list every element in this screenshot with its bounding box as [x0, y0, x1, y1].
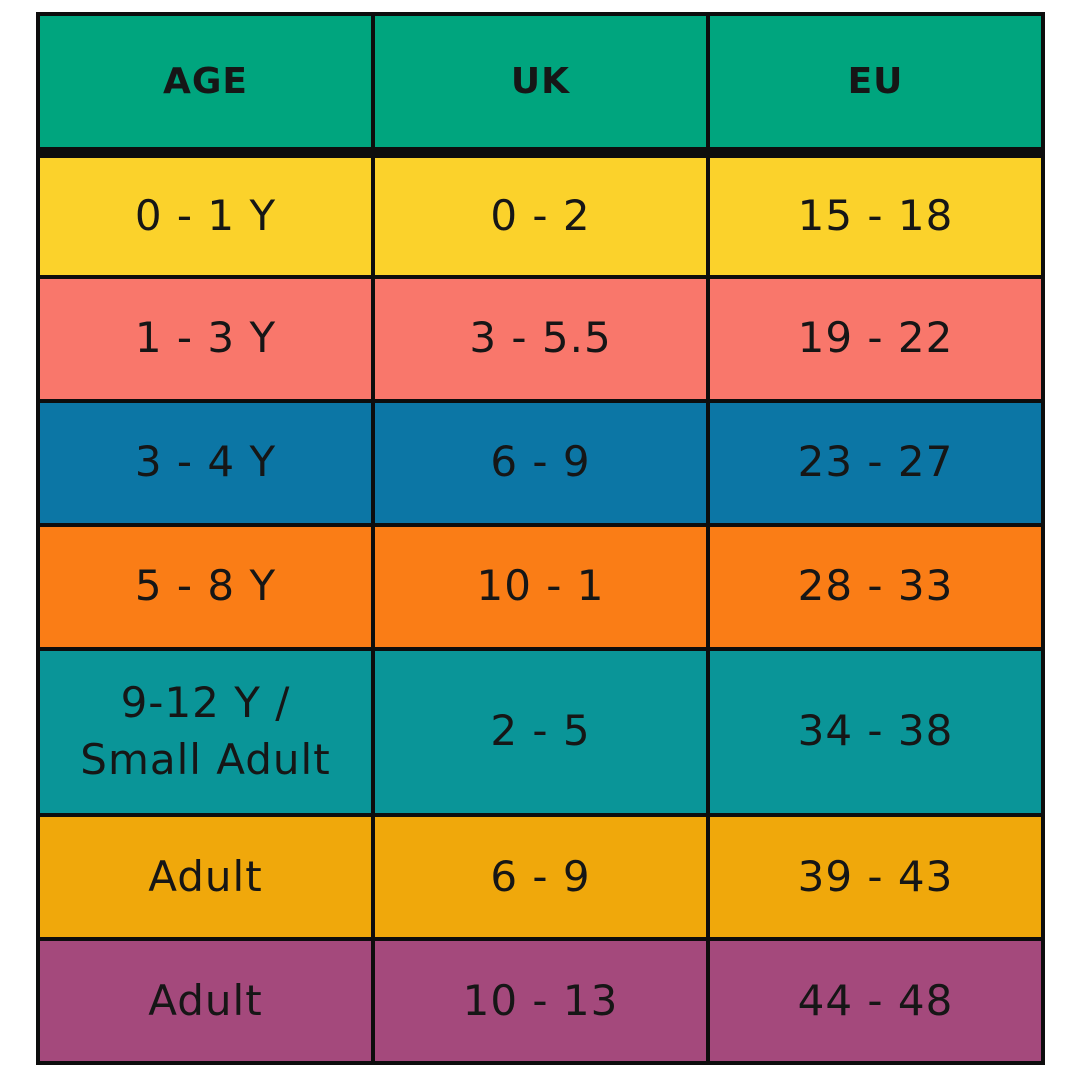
uk-size-cell: 0 - 2	[371, 150, 710, 279]
uk-size-cell: 10 - 13	[371, 936, 710, 1066]
eu-size-cell: 28 - 33	[706, 522, 1045, 651]
eu-size-cell: 39 - 43	[706, 812, 1045, 941]
uk-size-cell: 10 - 1	[371, 522, 710, 651]
table-row: 0 - 1 Y 0 - 2 15 - 18	[36, 150, 1045, 279]
eu-size-cell: 23 - 27	[706, 398, 1045, 527]
age-cell: Adult	[36, 936, 375, 1066]
table-row: 5 - 8 Y 10 - 1 28 - 33	[36, 522, 1045, 651]
uk-size-cell: 6 - 9	[371, 812, 710, 941]
eu-size-cell: 15 - 18	[706, 150, 1045, 279]
age-cell: 9-12 Y / Small Adult	[36, 646, 375, 817]
table-row: Adult 6 - 9 39 - 43	[36, 812, 1045, 941]
eu-size-cell: 44 - 48	[706, 936, 1045, 1066]
age-cell: 3 - 4 Y	[36, 398, 375, 527]
table-row: 3 - 4 Y 6 - 9 23 - 27	[36, 398, 1045, 527]
eu-size-cell: 19 - 22	[706, 274, 1045, 403]
table-row: 9-12 Y / Small Adult 2 - 5 34 - 38	[36, 646, 1045, 817]
size-conversion-table: AGE UK EU 0 - 1 Y 0 - 2 15 - 18 1 - 3 Y …	[36, 12, 1045, 1066]
age-cell: 0 - 1 Y	[36, 150, 375, 279]
header-row: AGE UK EU	[36, 12, 1045, 158]
column-header-age: AGE	[36, 12, 375, 158]
uk-size-cell: 2 - 5	[371, 646, 710, 817]
age-cell: 5 - 8 Y	[36, 522, 375, 651]
column-header-eu: EU	[706, 12, 1045, 158]
table-row: Adult 10 - 13 44 - 48	[36, 936, 1045, 1066]
table-row: 1 - 3 Y 3 - 5.5 19 - 22	[36, 274, 1045, 403]
uk-size-cell: 6 - 9	[371, 398, 710, 527]
uk-size-cell: 3 - 5.5	[371, 274, 710, 403]
age-cell: Adult	[36, 812, 375, 941]
column-header-uk: UK	[371, 12, 710, 158]
eu-size-cell: 34 - 38	[706, 646, 1045, 817]
age-cell: 1 - 3 Y	[36, 274, 375, 403]
